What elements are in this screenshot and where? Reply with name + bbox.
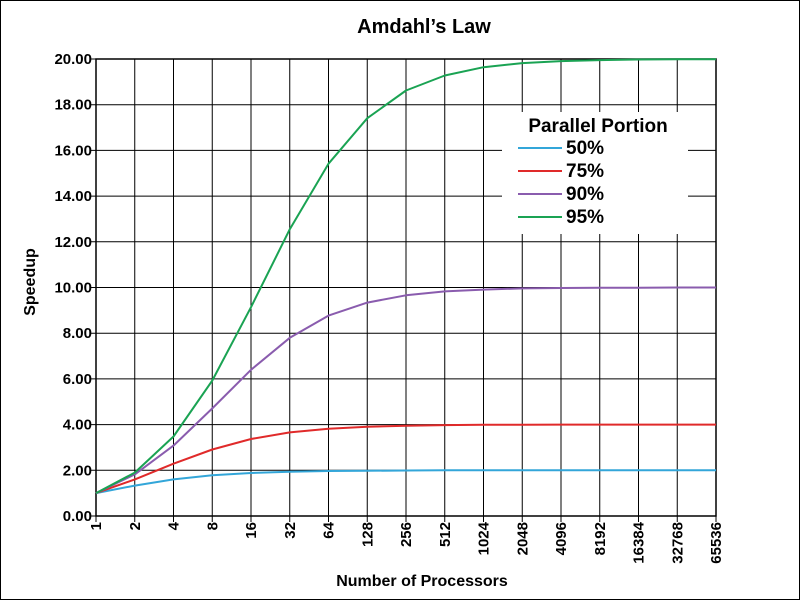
- y-tick-label: 4.00: [63, 417, 92, 434]
- legend-items: 50%75%90%95%: [518, 138, 604, 228]
- x-axis-label: Number of Processors: [336, 573, 508, 590]
- legend-label: 90%: [566, 184, 604, 205]
- x-tick-label: 16: [243, 522, 260, 539]
- x-tick-label: 32: [282, 522, 299, 539]
- x-tick-label: 256: [398, 522, 415, 547]
- x-tick-label: 4096: [553, 522, 570, 555]
- x-tick-label: 2: [127, 522, 144, 530]
- x-tick-label: 8: [204, 522, 221, 530]
- series-line-95: [95, 58, 716, 494]
- y-tick-label: 14.00: [54, 188, 92, 205]
- x-tick-label: 512: [437, 522, 454, 547]
- series-lines: [95, 58, 716, 495]
- x-tick-label: 8192: [592, 522, 609, 555]
- y-tick-label: 16.00: [54, 142, 92, 159]
- legend-label: 95%: [566, 207, 604, 228]
- x-tick-label: 4: [166, 521, 183, 530]
- series-line-50: [95, 469, 716, 495]
- y-tick-label: 6.00: [63, 371, 92, 388]
- x-tick-label: 1024: [476, 521, 493, 555]
- x-tick-label: 1: [88, 522, 105, 530]
- y-tick-label: 2.00: [63, 462, 92, 479]
- x-tick-label: 64: [321, 521, 338, 538]
- x-tick-label: 2048: [514, 522, 531, 555]
- y-tick-label: 0.00: [63, 508, 92, 525]
- y-tick-label: 8.00: [63, 325, 92, 342]
- legend-background: [502, 112, 688, 234]
- y-tick-label: 18.00: [54, 97, 92, 114]
- legend-label: 50%: [566, 138, 604, 159]
- y-tick-label: 20.00: [54, 51, 92, 68]
- x-tick-label: 32768: [669, 522, 686, 564]
- legend-title: Parallel Portion: [528, 116, 667, 137]
- x-tick-label: 65536: [708, 522, 725, 564]
- legend-label: 75%: [566, 161, 604, 182]
- x-tick-label: 128: [359, 522, 376, 547]
- legend: Parallel Portion 50%75%90%95%: [502, 112, 688, 234]
- x-tick-label: 16384: [631, 521, 648, 563]
- y-tick-labels: 0.00 2.00 4.00 6.00 8.00 10.00 12.00 14.00 16.00…: [54, 51, 92, 525]
- y-tick-label: 12.00: [54, 234, 92, 251]
- chart-title: Amdahl’s Law: [357, 16, 491, 38]
- x-tick-labels: 1 2 4 8 16 32 64 128 256 512 1024 2048 4096 8192 16384…: [88, 521, 725, 563]
- y-tick-label: 10.00: [54, 280, 92, 297]
- series-line-90: [95, 286, 716, 495]
- y-axis-label: Speedup: [22, 248, 39, 316]
- series-line-75: [95, 423, 716, 495]
